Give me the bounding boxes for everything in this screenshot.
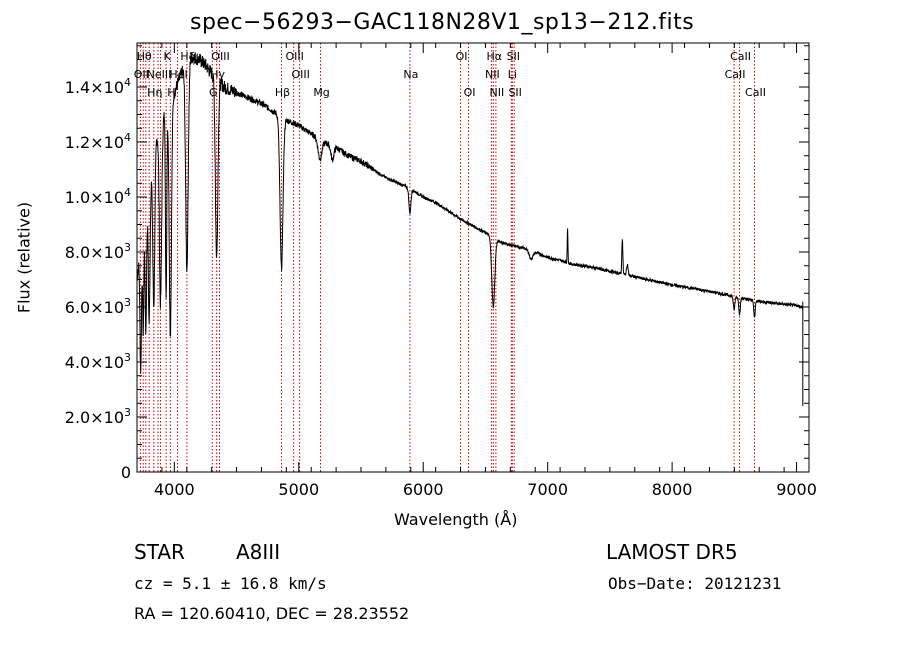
line-label: OI <box>464 86 476 99</box>
y-tick-label: 2.0×103 <box>65 406 131 427</box>
y-tick-exponent: 3 <box>124 406 131 419</box>
y-tick-label: 6.0×103 <box>65 296 131 317</box>
line-label: OI <box>456 50 468 63</box>
line-labels: OIIHθHηNeIIIKHHeIHδGHγOIIIHβOIIIOIIIMgNa… <box>134 50 766 99</box>
line-label: CaII <box>725 68 746 81</box>
y-tick-label: 1.0×104 <box>65 186 131 207</box>
y-tick-exponent: 3 <box>124 296 131 309</box>
spectrum-line <box>136 52 804 406</box>
line-label: OIII <box>211 50 229 63</box>
y-tick-label: 8.0×103 <box>65 241 131 262</box>
line-label: G <box>209 86 218 99</box>
object-subclass: A8III <box>236 540 281 564</box>
line-markers <box>139 43 755 472</box>
line-label: Li <box>508 68 517 81</box>
object-class: STAR <box>134 540 185 564</box>
x-tick-label: 9000 <box>776 480 817 499</box>
line-label: SII <box>508 86 521 99</box>
y-axis-ticks: 0 2.0×103 4.0×103 6.0×103 8.0×103 1.0×104 1.2×… <box>65 45 809 482</box>
line-label: CaII <box>745 86 766 99</box>
x-tick-label: 4000 <box>154 480 195 499</box>
line-label: OIII <box>291 68 309 81</box>
x-axis-label: Wavelength (Å) <box>394 510 518 529</box>
line-label: OIII <box>285 50 303 63</box>
line-label: K <box>164 50 172 63</box>
line-label: Hα <box>487 50 503 63</box>
chart-title: spec−56293−GAC118N28V1_sp13−212.fits <box>190 10 695 35</box>
line-label: NeIII <box>147 68 172 81</box>
line-label: SII <box>507 50 520 63</box>
survey-name: LAMOST DR5 <box>606 540 738 564</box>
y-tick-exponent: 3 <box>124 241 131 254</box>
line-label: Na <box>403 68 418 81</box>
coordinates: RA = 120.60410, DEC = 28.23552 <box>134 604 410 623</box>
line-label: Hθ <box>137 50 152 63</box>
line-label: Mg <box>313 86 329 99</box>
y-tick-label: 4.0×103 <box>65 351 131 372</box>
y-tick-label: 0 <box>121 463 131 482</box>
line-label: NII <box>490 86 505 99</box>
y-tick-label: 1.2×104 <box>65 131 131 152</box>
y-tick-exponent: 4 <box>124 131 131 144</box>
line-label: H <box>167 86 175 99</box>
plot-frame <box>136 42 810 473</box>
line-label: OII <box>134 68 149 81</box>
y-tick-label: 1.4×104 <box>65 76 131 97</box>
line-label: NII <box>485 68 500 81</box>
x-tick-label: 5000 <box>278 480 319 499</box>
line-label: Hβ <box>275 86 290 99</box>
x-tick-label: 7000 <box>527 480 568 499</box>
x-axis-ticks: 4000 5000 6000 7000 8000 9000 <box>136 43 817 499</box>
y-tick-exponent: 4 <box>124 186 131 199</box>
line-label: Hη <box>147 86 162 99</box>
redshift-info: cz = 5.1 ± 16.8 km/s <box>134 574 327 593</box>
line-label: CaII <box>730 50 751 63</box>
y-tick-exponent: 4 <box>124 76 131 89</box>
x-tick-label: 8000 <box>652 480 693 499</box>
y-tick-exponent: 3 <box>124 351 131 364</box>
observation-date: Obs−Date: 20121231 <box>608 574 782 593</box>
y-axis-label: Flux (relative) <box>14 201 34 314</box>
x-tick-label: 6000 <box>403 480 444 499</box>
